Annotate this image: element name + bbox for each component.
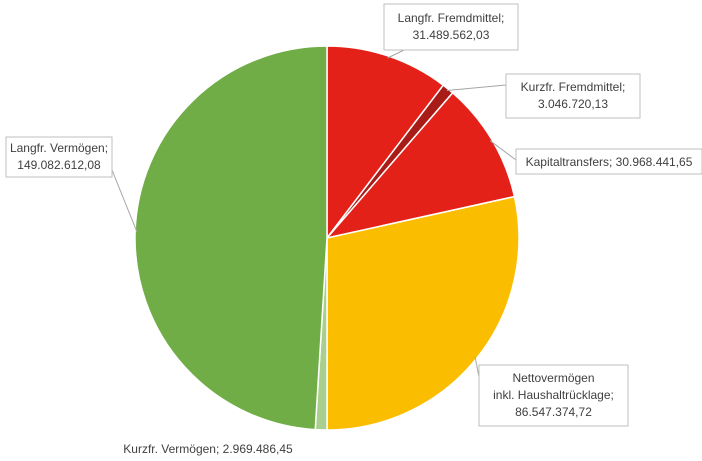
data-label-3: Kapitaltransfers; 30.968.441,65 — [515, 148, 702, 175]
data-label-2: Kurzfr. Fremdmittel; 3.046.720,13 — [505, 73, 641, 119]
pie-slice-1 — [326, 45, 445, 241]
pie-slice-6 — [134, 45, 328, 431]
data-label-text: Kurzfr. Vermögen; 2.969.486,45 — [123, 442, 293, 456]
data-label-1: Langfr. Fremdmittel; 31.489.562,03 — [383, 3, 519, 51]
data-label-box — [505, 73, 641, 119]
labels-layer: Langfr. Fremdmittel; 31.489.562,03 Kurzfr.… — [5, 3, 702, 456]
leader-line-3 — [489, 140, 517, 161]
leader-line-6 — [111, 169, 138, 233]
leader-line-4 — [474, 356, 480, 378]
slices-layer — [134, 45, 520, 431]
data-label-box — [515, 148, 702, 175]
data-label-5: Kurzfr. Vermögen; 2.969.486,45 — [123, 442, 293, 456]
data-label-6: Langfr. Vermögen; 149.082.612,08 — [5, 136, 113, 178]
data-label-text: 31.489.562,03 — [413, 28, 490, 42]
data-label-4: Nettovermögen inkl. Haushaltrücklage; 86.5… — [478, 364, 629, 427]
data-label-box — [383, 3, 519, 51]
data-label-box — [478, 364, 629, 427]
leader-line-2 — [446, 84, 507, 91]
data-label-text: 3.046.720,13 — [538, 97, 608, 111]
data-label-text: Nettovermögen — [512, 371, 594, 385]
leader-line-1 — [387, 49, 405, 59]
data-label-text: 86.547.374,72 — [515, 405, 592, 419]
leaders-layer — [111, 49, 517, 378]
data-label-text: Langfr. Fremdmittel; — [398, 11, 505, 25]
data-label-text: Langfr. Vermögen; — [10, 141, 108, 155]
data-label-box — [5, 136, 113, 178]
data-label-text: 149.082.612,08 — [17, 158, 101, 172]
data-label-text: inkl. Haushaltrücklage; — [493, 388, 614, 402]
pie-slice-4 — [326, 195, 520, 431]
data-label-text: Kapitaltransfers; 30.968.441,65 — [526, 155, 693, 169]
pie-slice-3 — [324, 91, 516, 240]
data-label-text: Kurzfr. Fremdmittel; — [521, 80, 626, 94]
